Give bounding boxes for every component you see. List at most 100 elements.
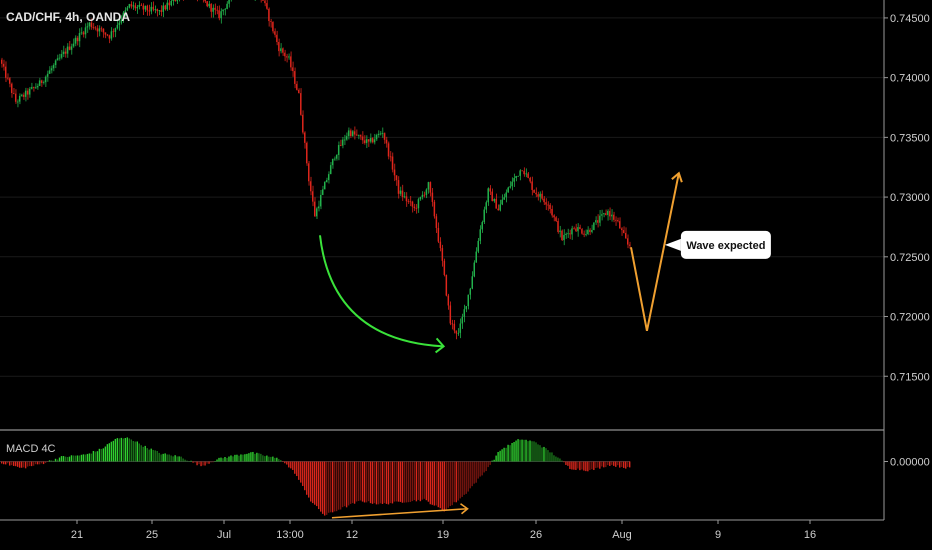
- candle[interactable]: [14, 89, 17, 104]
- candle[interactable]: [272, 21, 274, 34]
- candle[interactable]: [577, 223, 579, 237]
- candle[interactable]: [413, 203, 416, 212]
- candle[interactable]: [343, 134, 346, 146]
- candle[interactable]: [589, 228, 591, 236]
- candle[interactable]: [417, 197, 420, 213]
- candle[interactable]: [533, 189, 535, 193]
- candle[interactable]: [575, 223, 577, 232]
- candle[interactable]: [214, 3, 216, 15]
- candle[interactable]: [517, 175, 519, 177]
- candle[interactable]: [513, 173, 515, 187]
- candle[interactable]: [431, 188, 434, 207]
- candle[interactable]: [154, 5, 157, 14]
- candle[interactable]: [585, 229, 587, 237]
- candle[interactable]: [403, 192, 406, 199]
- candle[interactable]: [567, 228, 569, 238]
- candle[interactable]: [212, 4, 214, 18]
- candle[interactable]: [599, 209, 601, 227]
- candle[interactable]: [266, 0, 268, 10]
- candle[interactable]: [405, 192, 408, 207]
- candle[interactable]: [507, 186, 509, 193]
- candle[interactable]: [150, 2, 153, 15]
- candle[interactable]: [579, 224, 581, 230]
- candle[interactable]: [521, 170, 523, 172]
- candle[interactable]: [114, 27, 117, 38]
- candle[interactable]: [76, 35, 79, 46]
- candle[interactable]: [443, 258, 446, 277]
- candle[interactable]: [401, 184, 404, 201]
- candle[interactable]: [551, 205, 553, 218]
- candle[interactable]: [623, 226, 625, 234]
- candle[interactable]: [290, 51, 292, 71]
- candle[interactable]: [202, 0, 204, 3]
- candle[interactable]: [96, 25, 99, 38]
- candle[interactable]: [170, 0, 172, 7]
- candle[interactable]: [132, 1, 135, 10]
- candle[interactable]: [148, 4, 151, 16]
- candle[interactable]: [206, 0, 208, 8]
- candle[interactable]: [563, 229, 565, 246]
- candle[interactable]: [228, 0, 230, 8]
- candle[interactable]: [383, 132, 386, 144]
- candle[interactable]: [142, 3, 145, 16]
- candle[interactable]: [351, 129, 354, 138]
- candle[interactable]: [355, 129, 358, 137]
- candle[interactable]: [260, 0, 262, 3]
- callout-wave-expected[interactable]: Wave expected: [664, 230, 771, 259]
- candle[interactable]: [325, 177, 328, 183]
- candle[interactable]: [411, 200, 414, 213]
- candle[interactable]: [409, 196, 412, 207]
- candle[interactable]: [306, 141, 308, 166]
- candle[interactable]: [286, 53, 288, 63]
- candle[interactable]: [471, 271, 473, 290]
- candle[interactable]: [425, 188, 428, 199]
- candle[interactable]: [106, 33, 109, 37]
- candle[interactable]: [222, 9, 224, 16]
- candle[interactable]: [56, 54, 59, 61]
- candle[interactable]: [134, 2, 137, 11]
- candle[interactable]: [625, 227, 627, 239]
- candle[interactable]: [308, 160, 310, 186]
- candle[interactable]: [292, 61, 294, 77]
- candle[interactable]: [42, 80, 45, 85]
- candle[interactable]: [555, 216, 557, 223]
- candle[interactable]: [72, 38, 75, 48]
- candle[interactable]: [499, 199, 501, 212]
- candle[interactable]: [296, 81, 298, 91]
- candle[interactable]: [78, 28, 81, 48]
- candle[interactable]: [373, 133, 376, 145]
- candle[interactable]: [591, 224, 593, 234]
- candle[interactable]: [88, 21, 91, 30]
- candle[interactable]: [6, 73, 9, 81]
- candle[interactable]: [459, 318, 462, 339]
- candle[interactable]: [268, 7, 270, 27]
- candle[interactable]: [581, 228, 583, 235]
- candle[interactable]: [537, 191, 539, 201]
- candle[interactable]: [615, 216, 617, 226]
- candle[interactable]: [310, 176, 312, 196]
- candle[interactable]: [278, 38, 280, 57]
- candle[interactable]: [597, 214, 599, 228]
- candle[interactable]: [505, 189, 507, 203]
- candle[interactable]: [621, 227, 623, 236]
- candle[interactable]: [451, 319, 454, 330]
- candle[interactable]: [218, 5, 220, 21]
- candle[interactable]: [457, 328, 460, 336]
- candle[interactable]: [120, 15, 123, 25]
- candle[interactable]: [587, 226, 589, 236]
- candle[interactable]: [12, 87, 15, 95]
- candle[interactable]: [62, 45, 65, 57]
- candle[interactable]: [419, 196, 422, 201]
- candle[interactable]: [479, 225, 481, 245]
- candle[interactable]: [118, 19, 121, 31]
- candle[interactable]: [553, 214, 555, 222]
- candle[interactable]: [509, 181, 511, 189]
- candle[interactable]: [82, 30, 85, 38]
- candle[interactable]: [4, 61, 7, 82]
- candle[interactable]: [333, 156, 336, 161]
- candle[interactable]: [337, 141, 340, 161]
- candle[interactable]: [282, 47, 284, 56]
- candle[interactable]: [543, 196, 545, 205]
- candle[interactable]: [435, 213, 438, 233]
- candle[interactable]: [573, 226, 575, 230]
